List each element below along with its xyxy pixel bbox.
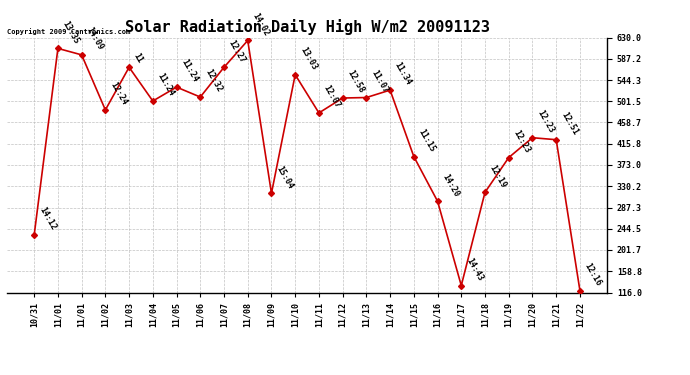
- Text: 14:12: 14:12: [37, 206, 57, 232]
- Title: Solar Radiation Daily High W/m2 20091123: Solar Radiation Daily High W/m2 20091123: [125, 19, 489, 35]
- Text: 11: 11: [132, 51, 145, 64]
- Text: 12:27: 12:27: [227, 38, 247, 64]
- Text: 12:58: 12:58: [346, 69, 366, 95]
- Text: 13:35: 13:35: [61, 19, 81, 45]
- Text: 11:07: 11:07: [369, 68, 390, 94]
- Text: 12:23: 12:23: [535, 109, 555, 135]
- Text: Copyright 2009 Cantronics.com: Copyright 2009 Cantronics.com: [7, 28, 130, 35]
- Text: 12:19: 12:19: [488, 163, 508, 189]
- Text: 11:34: 11:34: [393, 61, 413, 87]
- Text: 15:04: 15:04: [275, 164, 295, 190]
- Text: 12:32: 12:32: [203, 68, 224, 94]
- Text: 14:09: 14:09: [84, 26, 105, 52]
- Text: 14:43: 14:43: [464, 256, 484, 283]
- Text: 12:16: 12:16: [583, 261, 603, 288]
- Text: 11:24: 11:24: [156, 72, 176, 98]
- Text: 11:24: 11:24: [179, 58, 199, 84]
- Text: 14:02: 14:02: [250, 11, 271, 38]
- Text: 12:24: 12:24: [108, 81, 128, 107]
- Text: 12:51: 12:51: [559, 111, 580, 137]
- Text: 12:07: 12:07: [322, 84, 342, 110]
- Text: 11:15: 11:15: [417, 128, 437, 154]
- Text: 12:23: 12:23: [511, 128, 532, 154]
- Text: 13:03: 13:03: [298, 46, 318, 72]
- Text: 14:20: 14:20: [440, 172, 461, 198]
